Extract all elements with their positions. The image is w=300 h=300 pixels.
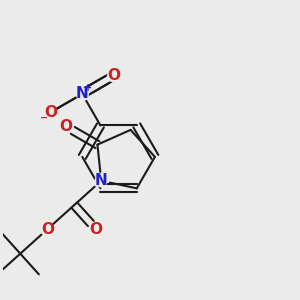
Text: N: N — [95, 173, 108, 188]
Text: O: O — [44, 105, 57, 120]
Circle shape — [45, 106, 57, 118]
Text: O: O — [107, 68, 120, 83]
Circle shape — [41, 224, 53, 235]
Circle shape — [76, 88, 88, 100]
Text: −: − — [40, 113, 48, 123]
Text: N: N — [76, 86, 89, 101]
Text: O: O — [59, 119, 73, 134]
Text: +: + — [84, 83, 92, 93]
Circle shape — [108, 70, 120, 82]
Circle shape — [60, 121, 72, 132]
Text: O: O — [41, 222, 54, 237]
Circle shape — [95, 175, 107, 187]
Circle shape — [90, 224, 102, 235]
Text: O: O — [90, 222, 103, 237]
